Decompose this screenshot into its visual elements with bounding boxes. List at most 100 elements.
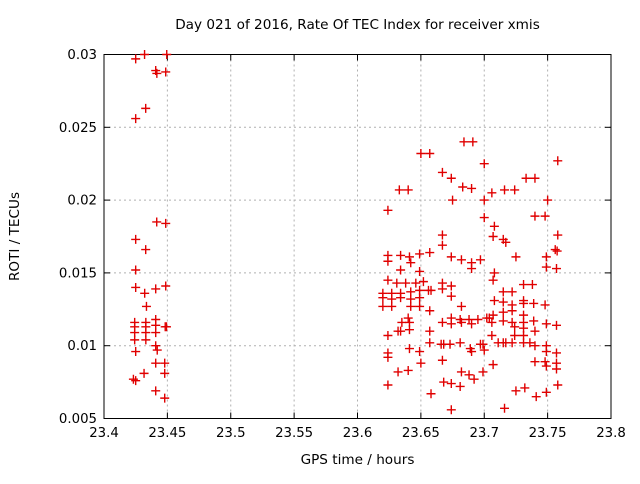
- data-point-marker: [415, 293, 425, 303]
- data-point-marker: [501, 237, 511, 247]
- y-tick-label: 0.005: [59, 412, 97, 427]
- data-point-marker: [415, 249, 425, 259]
- data-point-marker: [488, 360, 498, 370]
- data-point-marker: [151, 341, 161, 351]
- data-point-marker: [498, 287, 508, 297]
- data-point-marker: [510, 185, 520, 195]
- data-point-marker: [161, 322, 171, 332]
- data-point-marker: [437, 240, 447, 250]
- data-point-marker: [530, 341, 540, 351]
- y-tick-label: 0.025: [59, 121, 97, 136]
- data-point-marker: [446, 173, 456, 183]
- data-point-marker: [446, 405, 456, 415]
- data-point-marker: [141, 301, 151, 311]
- data-point-marker: [403, 185, 413, 195]
- data-point-marker: [406, 301, 416, 311]
- tick-labels: 23.4 23.45 23.5 23.55 23.6 23.65 23.7 23.75 23.8…: [59, 48, 626, 441]
- y-tick-label: 0.03: [67, 48, 97, 63]
- data-point-marker: [507, 306, 517, 316]
- data-point-marker: [530, 211, 540, 221]
- data-point-marker: [425, 306, 435, 316]
- data-point-marker: [446, 252, 456, 262]
- data-point-marker: [162, 50, 172, 59]
- data-point-marker: [551, 320, 561, 330]
- data-point-marker: [541, 319, 551, 329]
- data-point-marker: [415, 347, 425, 357]
- data-point-marker: [500, 185, 510, 195]
- data-point-marker: [553, 156, 563, 166]
- data-point-marker: [415, 266, 425, 276]
- data-point-marker: [473, 314, 483, 324]
- data-point-marker: [404, 325, 414, 335]
- data-point-marker: [551, 348, 561, 358]
- data-point-marker: [425, 248, 435, 258]
- data-point-marker: [511, 386, 521, 396]
- x-tick-label: 23.6: [343, 426, 373, 441]
- data-point-marker: [488, 232, 498, 241]
- data-point-marker: [128, 374, 138, 384]
- y-tick-label: 0.01: [67, 339, 97, 354]
- data-point-marker: [464, 370, 474, 380]
- data-point-marker: [393, 367, 403, 377]
- data-point-marker: [551, 264, 561, 274]
- data-point-marker: [403, 365, 413, 375]
- data-point-marker: [404, 344, 414, 354]
- data-point-marker: [510, 322, 520, 332]
- data-point-marker: [131, 282, 141, 292]
- data-point-marker: [141, 335, 151, 345]
- data-point-marker: [467, 347, 477, 357]
- data-point-marker: [160, 393, 170, 403]
- data-point-marker: [416, 358, 426, 368]
- x-tick-label: 23.8: [596, 426, 626, 441]
- data-point-marker: [160, 368, 170, 378]
- data-point-marker: [511, 252, 521, 262]
- data-point-marker: [396, 293, 406, 303]
- data-point-marker: [401, 278, 411, 288]
- data-point-marker: [425, 149, 435, 159]
- data-point-marker: [467, 264, 477, 274]
- data-point-marker: [456, 367, 466, 377]
- data-point-marker: [378, 293, 388, 303]
- data-point-marker: [507, 287, 517, 297]
- data-point-marker: [529, 298, 539, 308]
- data-point-marker: [131, 54, 141, 64]
- data-point-marker: [540, 300, 550, 310]
- data-point-marker: [498, 307, 508, 317]
- data-point-marker: [425, 338, 435, 348]
- data-point-marker: [489, 221, 499, 231]
- data-point-marker: [500, 403, 510, 413]
- data-point-marker: [519, 280, 529, 290]
- data-point-marker: [151, 386, 161, 396]
- data-point-marker: [458, 182, 468, 192]
- data-point-marker: [479, 213, 489, 223]
- x-tick-label: 23.4: [89, 426, 119, 441]
- data-point-marker: [437, 230, 447, 240]
- x-tick-label: 23.45: [148, 426, 186, 441]
- x-tick-label: 23.65: [402, 426, 440, 441]
- data-point-marker: [140, 50, 150, 59]
- data-point-marker: [161, 67, 171, 77]
- data-point-marker: [394, 185, 404, 195]
- data-point-marker: [530, 326, 540, 336]
- data-point-marker: [488, 275, 498, 285]
- data-point-marker: [131, 376, 141, 386]
- data-point-marker: [467, 319, 477, 329]
- data-point-marker: [467, 183, 477, 193]
- data-point-marker: [475, 255, 485, 265]
- data-point-marker: [446, 319, 456, 329]
- data-point-marker: [521, 173, 531, 183]
- data-point-marker: [131, 114, 141, 124]
- chart-title: Day 021 of 2016, Rate Of TEC Index for r…: [175, 17, 540, 33]
- data-point-marker: [520, 383, 530, 393]
- data-point-marker: [478, 339, 488, 349]
- data-point-marker: [456, 255, 466, 265]
- data-point-marker: [141, 103, 151, 113]
- data-point-marker: [456, 317, 466, 327]
- data-point-marker: [553, 380, 563, 390]
- data-point-marker: [478, 367, 488, 377]
- y-tick-label: 0.02: [67, 194, 97, 209]
- data-point-marker: [416, 149, 426, 159]
- y-tick-label: 0.015: [59, 266, 97, 281]
- data-point-marker: [439, 377, 449, 387]
